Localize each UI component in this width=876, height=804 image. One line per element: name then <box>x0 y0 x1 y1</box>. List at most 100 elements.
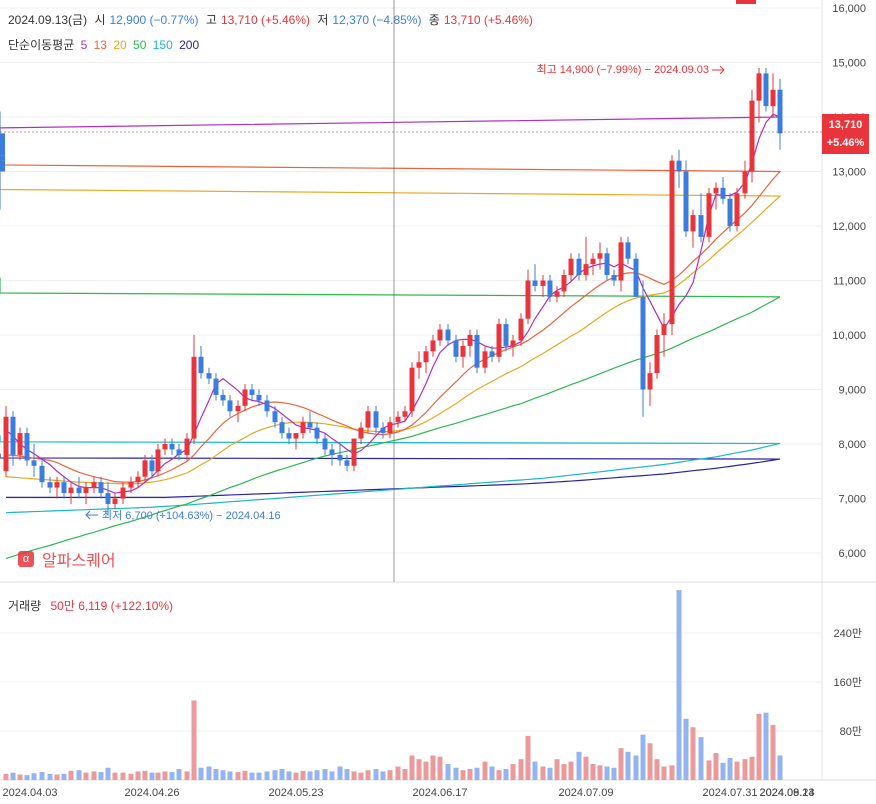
volume-bar <box>387 770 393 780</box>
volume-bar <box>547 767 553 780</box>
volume-bar <box>351 771 357 780</box>
volume-bar <box>467 768 473 780</box>
low-annotation-text: 최저 6,700 (+104.63%) − 2024.04.16 <box>102 509 281 522</box>
volume-bar <box>720 762 726 780</box>
volume-bar <box>198 767 204 780</box>
volume-bar <box>713 753 719 780</box>
alpha-icon: α <box>18 551 34 567</box>
volume-bar <box>742 759 748 780</box>
ohlc-info: 2024.09.13(금) 시 12,900 (−0.77%) 고 13,710 (… <box>8 11 537 28</box>
volume-bar <box>706 760 712 780</box>
price-tick-label: 9,000 <box>838 385 866 397</box>
candle-body <box>54 482 60 488</box>
candle-body <box>561 275 567 292</box>
candle-body <box>300 422 306 434</box>
volume-bar <box>91 771 97 780</box>
candle-body <box>256 394 262 401</box>
price-tick-label: 10,000 <box>832 330 866 342</box>
candle-body <box>416 362 422 368</box>
volume-bar <box>227 771 233 780</box>
ma-legend-150[interactable]: 150 <box>152 38 173 52</box>
volume-bar <box>279 768 285 780</box>
volume-bar <box>120 772 126 780</box>
volume-bar <box>489 766 495 780</box>
ma-legend-5[interactable]: 5 <box>80 38 88 52</box>
volume-bar <box>220 770 226 780</box>
candle-body <box>409 367 415 412</box>
candle-body <box>540 280 546 286</box>
candle-body <box>0 166 5 172</box>
price-tick-label: 11,000 <box>833 276 866 288</box>
candle-body <box>10 416 16 455</box>
candle-body <box>661 324 667 335</box>
candle-body <box>0 160 5 167</box>
high-value: 13,710 (+5.46%) <box>220 13 310 27</box>
candle-body <box>286 433 292 439</box>
candle-body <box>47 482 53 488</box>
candle-body <box>489 351 495 357</box>
candle-body <box>713 187 719 194</box>
candle-body <box>344 460 350 466</box>
candle-body <box>220 394 226 401</box>
candle-body <box>120 487 126 499</box>
ma-legend-13[interactable]: 13 <box>93 38 107 52</box>
ma-legend-20[interactable]: 20 <box>113 38 127 52</box>
volume-bar <box>47 773 53 780</box>
candle-body <box>135 476 141 483</box>
candle-body <box>576 258 582 276</box>
ma-legend-50[interactable]: 50 <box>133 38 147 52</box>
info-date: 2024.09.13(금) <box>8 13 88 27</box>
ma-legend[interactable]: 단순이동평균 5 13 20 50 150 200 <box>8 36 202 53</box>
volume-bar <box>640 734 646 780</box>
date-tick-label: 2024.05.23 <box>268 787 323 799</box>
ma-legend-200[interactable]: 200 <box>179 38 200 52</box>
price-tick-label: 8,000 <box>838 439 866 451</box>
price-tick-label: 12,000 <box>832 221 866 233</box>
volume-bar <box>17 774 23 780</box>
volume-bar <box>68 770 74 780</box>
volume-bar <box>402 768 408 780</box>
close-label: 종 <box>428 13 440 27</box>
volume-bar <box>249 772 255 780</box>
watermark-text: 알파스퀘어 <box>42 553 116 570</box>
candle-body <box>279 422 285 434</box>
volume-bar <box>423 761 429 780</box>
ma200-line <box>0 453 781 499</box>
candle-body <box>0 155 5 161</box>
open-value: 12,900 (−0.77%) <box>109 13 199 27</box>
volume-bar <box>358 772 364 780</box>
volume-bar <box>206 766 212 780</box>
volume-bar <box>554 759 560 780</box>
volume-bar <box>633 755 639 780</box>
moving-average-lines <box>0 113 782 560</box>
candle-body <box>554 291 560 297</box>
volume-tick-label: 240만 <box>834 627 862 640</box>
price-tick-label: 16,000 <box>832 3 866 15</box>
candle-body <box>105 493 111 504</box>
candle-body <box>597 253 603 259</box>
candle-body <box>373 411 379 428</box>
candle-body <box>387 422 393 434</box>
high-annotation: 최고 14,900 (−7.99%) − 2024.09.03 <box>536 63 725 76</box>
volume-bar <box>576 751 582 780</box>
candle-body <box>395 416 401 423</box>
volume-bar <box>286 771 292 780</box>
candle-body <box>17 433 23 455</box>
volume-bar <box>583 756 589 780</box>
candle-body <box>329 449 335 455</box>
candle-body <box>625 242 631 259</box>
volume-bar <box>590 764 596 780</box>
candle-body <box>727 198 733 226</box>
volume-bar <box>322 768 328 780</box>
candle-body <box>314 427 320 439</box>
volume-bar <box>307 771 313 780</box>
candle-body <box>460 345 466 357</box>
volume-bar <box>777 755 783 780</box>
high-arrow-head <box>719 65 725 75</box>
candle-body <box>676 160 682 172</box>
top-flag-marker <box>736 0 756 4</box>
candle-body <box>510 340 516 346</box>
high-annotation-text: 최고 14,900 (−7.99%) − 2024.09.03 <box>536 63 709 76</box>
volume-bar <box>618 748 624 780</box>
